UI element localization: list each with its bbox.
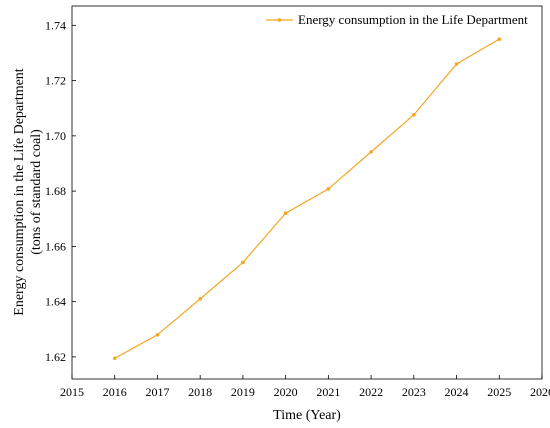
plot-frame [71,5,543,380]
series-layer [112,37,502,361]
x-axis-ticks: 2015 2016 2017 2018 2019 2020 2021 2022 2023 2024… [60,375,550,399]
data-point [241,260,245,265]
legend-label: Energy consumption in the Life Departmen… [298,12,528,27]
y-tick-label: 1.68 [45,184,66,198]
x-tick-label: 2020 [274,385,298,399]
x-tick-label: 2024 [445,385,469,399]
y-tick-label: 1.72 [45,74,66,88]
series-line [114,38,500,359]
x-tick-label: 2015 [60,385,84,399]
x-tick-label: 2021 [316,385,340,399]
data-point [112,356,117,361]
x-tick-label: 2025 [487,385,511,399]
x-tick-label: 2022 [359,385,383,399]
data-point [326,187,331,191]
x-tick-label: 2026 [530,385,550,399]
data-point [283,211,288,216]
y-tick-label: 1.70 [45,129,66,143]
data-point [155,332,160,337]
x-tick-label: 2019 [231,385,255,399]
y-tick-label: 1.64 [45,295,66,309]
y-tick-label: 1.74 [45,18,66,32]
data-point [412,113,416,117]
y-tick-label: 1.66 [45,239,66,253]
data-point [454,62,459,66]
y-axis-title-line2: (tons of standard coal) [29,129,44,255]
y-axis-ticks: 1.62 1.64 1.66 1.68 1.70 1.72 1.74 [45,18,76,364]
data-point [198,297,202,301]
legend-marker [277,18,282,22]
x-tick-label: 2016 [103,385,127,399]
x-axis-title: Time (Year) [273,408,341,423]
y-tick-label: 1.62 [45,350,66,364]
x-tick-label: 2017 [145,385,169,399]
x-tick-label: 2018 [188,385,212,399]
x-tick-label: 2023 [402,385,426,399]
data-point [497,37,502,41]
legend: Energy consumption in the Life Departmen… [266,12,528,27]
y-axis-title-line1: Energy consumption in the Life Departmen… [12,68,27,316]
data-point [369,150,373,154]
